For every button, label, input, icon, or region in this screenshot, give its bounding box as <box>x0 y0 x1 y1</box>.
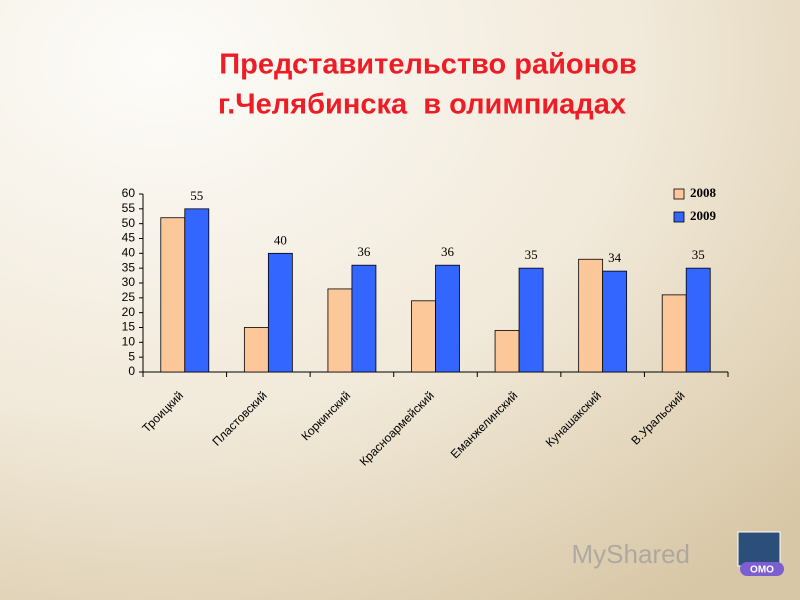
bar <box>578 258 604 373</box>
y-tick-label: 60 <box>122 186 136 200</box>
data-label: 55 <box>190 188 203 203</box>
y-tick-label: 10 <box>122 335 136 349</box>
bar <box>518 267 544 373</box>
data-label: 34 <box>608 250 622 265</box>
bar <box>411 300 436 373</box>
bar <box>327 288 353 373</box>
data-label: 40 <box>274 232 287 247</box>
bar <box>184 208 210 373</box>
data-label: 36 <box>357 244 371 259</box>
logo-box <box>737 531 781 567</box>
y-tick-label: 50 <box>122 216 136 230</box>
y-tick-label: 35 <box>122 260 136 274</box>
y-tick-label: 25 <box>122 290 136 304</box>
bar <box>661 294 687 373</box>
chart-subtitle: г.Челябинска в олимпиадах <box>218 89 626 121</box>
bar <box>351 264 377 373</box>
legend-swatch <box>673 188 685 200</box>
chart-title: Представительство районов <box>219 49 636 81</box>
y-tick-label: 45 <box>122 231 136 245</box>
data-label: 35 <box>525 247 538 262</box>
legend-swatch <box>673 211 685 223</box>
bar <box>685 267 711 373</box>
legend-label: 2008 <box>690 185 717 200</box>
y-tick-label: 55 <box>122 201 136 215</box>
bar <box>435 264 460 373</box>
y-tick-label: 0 <box>128 364 135 378</box>
bar <box>160 217 186 373</box>
y-tick-label: 40 <box>122 246 136 260</box>
bar <box>602 270 628 373</box>
bar <box>494 330 520 373</box>
y-tick-label: 5 <box>128 349 135 363</box>
data-label: 35 <box>692 247 705 262</box>
bar <box>243 327 269 373</box>
data-label: 36 <box>441 244 455 259</box>
bar <box>267 252 293 373</box>
y-tick-label: 15 <box>122 320 136 334</box>
logo-text: ОМО <box>750 565 774 576</box>
legend-label: 2009 <box>690 208 717 223</box>
logo-badge <box>740 562 784 576</box>
watermark: MyShared <box>572 539 691 569</box>
y-tick-label: 30 <box>122 275 136 289</box>
y-tick-label: 20 <box>122 305 136 319</box>
